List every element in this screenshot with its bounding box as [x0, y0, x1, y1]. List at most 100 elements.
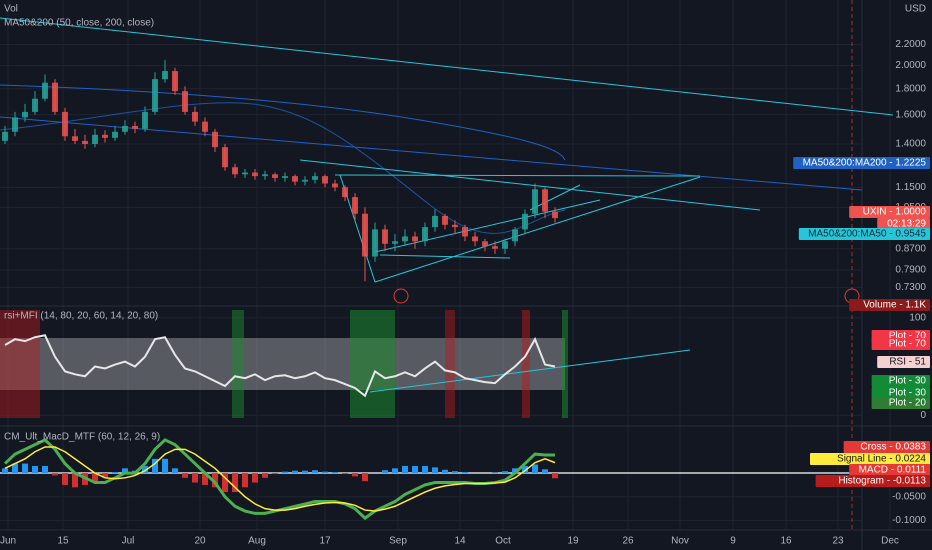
histogram-bar	[542, 469, 548, 474]
signal-line	[4, 446, 556, 512]
candle-body	[332, 183, 338, 188]
candle-body	[422, 227, 428, 242]
histogram-bar	[262, 473, 268, 478]
price-label-box	[849, 206, 930, 218]
histogram-bar	[72, 473, 78, 488]
candle-body	[482, 241, 488, 247]
price-label: Plot - 30	[889, 376, 927, 387]
candle-body	[442, 215, 448, 225]
y-tick-label: 1.1500	[895, 182, 926, 193]
x-tick-label: Sep	[389, 536, 407, 547]
histogram-bar	[162, 458, 168, 474]
y-tick-label: 1.4000	[895, 139, 926, 150]
panel-title: CM_Ult_MacD_MTF (60, 12, 26, 9)	[4, 432, 160, 443]
histogram-bar	[62, 473, 68, 485]
trend-line	[379, 254, 511, 259]
candle-body	[212, 131, 218, 148]
histogram-bar	[42, 465, 48, 474]
candle-body	[62, 111, 68, 137]
histogram-bar	[422, 465, 428, 474]
histogram-bar	[232, 473, 238, 493]
histogram-bar	[192, 473, 198, 483]
price-label: Signal Line - 0.0224	[837, 454, 926, 465]
trend-line	[529, 184, 581, 211]
ma200-line	[0, 84, 566, 161]
candle-body	[372, 229, 378, 257]
trend-line	[369, 349, 691, 393]
candle-body	[542, 189, 548, 212]
price-label-box	[871, 338, 930, 350]
histogram-bar	[292, 470, 298, 474]
histogram-bar	[532, 464, 538, 474]
price-label: MA50&200:MA50 - 0.9545	[808, 229, 926, 240]
candle-body	[262, 174, 268, 177]
price-label-box	[798, 228, 930, 240]
candle-body	[152, 79, 158, 112]
price-label: MACD - 0.0111	[859, 465, 927, 476]
price-label: Volume - 1.1K	[863, 300, 926, 311]
price-label: Histogram - -0.0113	[838, 476, 926, 487]
mfi-fill	[350, 310, 395, 418]
histogram-bar	[362, 473, 368, 482]
candle-body	[32, 98, 38, 112]
trend-line	[334, 174, 701, 177]
candle-body	[322, 176, 328, 184]
y-tick-label: 100	[909, 312, 926, 323]
candle-body	[382, 229, 388, 244]
histogram-bar	[502, 471, 508, 474]
price-label: UXIN - 1.0000	[863, 207, 927, 218]
candle-body	[142, 111, 148, 129]
histogram-bar	[92, 473, 98, 483]
candle-body	[272, 174, 278, 178]
price-label: Plot - 30	[889, 388, 927, 399]
mfi-fill	[0, 310, 40, 418]
panel-title: MA50&200 (50, close, 200, close)	[4, 18, 154, 29]
histogram-bar	[272, 473, 278, 475]
x-tick-label: Oct	[495, 536, 511, 547]
price-label-box	[810, 453, 930, 465]
y-tick-label: 0.8700	[895, 243, 926, 254]
histogram-bar	[512, 468, 518, 474]
candle-body	[182, 91, 188, 112]
x-tick-label: Jul	[122, 536, 135, 547]
y-tick-label: 0.7300	[895, 282, 926, 293]
histogram-bar	[212, 473, 218, 488]
candle-body	[52, 82, 58, 112]
price-label-box	[877, 356, 930, 368]
price-label-box	[843, 441, 930, 453]
x-tick-label: 23	[832, 536, 844, 547]
price-label: Plot - 20	[889, 398, 927, 409]
y-tick-label: 2.0000	[895, 60, 926, 71]
candle-body	[72, 136, 78, 141]
histogram-bar	[22, 463, 28, 474]
histogram-bar	[412, 465, 418, 474]
histogram-bar	[382, 470, 388, 474]
histogram-bar	[152, 458, 158, 474]
candle-body	[92, 134, 98, 145]
candle-body	[172, 71, 178, 92]
candle-body	[402, 236, 408, 242]
histogram-bar	[102, 473, 108, 478]
candle-body	[362, 213, 368, 257]
histogram-bar	[242, 473, 248, 488]
candle-body	[472, 236, 478, 242]
candle-body	[492, 246, 498, 249]
candle-body	[202, 121, 208, 132]
candle-body	[532, 189, 538, 214]
rsi-line	[4, 334, 556, 398]
x-tick-label: 19	[567, 536, 579, 547]
price-label-box	[849, 464, 930, 476]
histogram-bar	[252, 473, 258, 483]
rsi-band	[0, 338, 565, 390]
candle-body	[2, 131, 8, 141]
price-label-box	[793, 157, 930, 169]
histogram-bar	[342, 473, 348, 475]
earnings-marker[interactable]	[393, 288, 409, 304]
candle-body	[352, 197, 358, 214]
histogram-bar	[402, 465, 408, 474]
x-tick-label: 16	[780, 536, 792, 547]
y-tick-label: 1.8000	[895, 83, 926, 94]
candle-body	[102, 134, 108, 138]
histogram-bar	[432, 467, 438, 474]
